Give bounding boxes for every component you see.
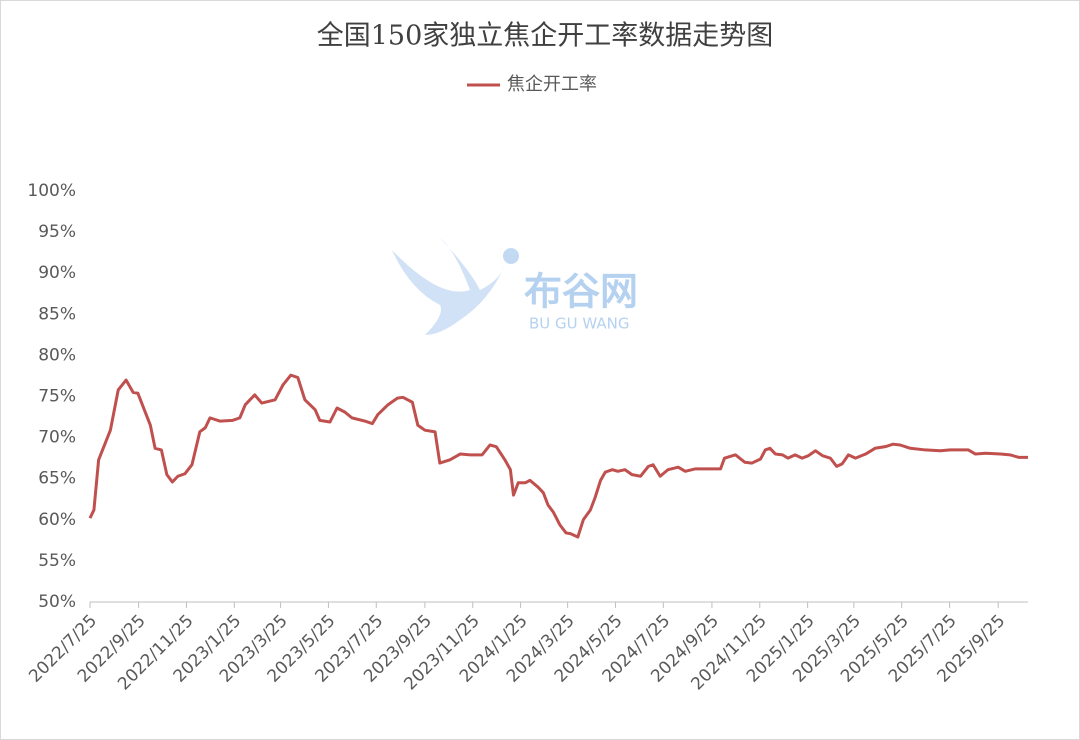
y-tick-label: 55% [38,551,76,571]
y-tick-label: 90% [38,263,76,283]
y-tick-label: 95% [38,222,76,242]
watermark-name: 布谷网 [524,270,638,314]
y-tick-label: 75% [38,387,76,407]
y-tick-label: 65% [38,469,76,489]
y-tick-label: 80% [38,345,76,365]
y-tick-label: 60% [38,510,76,530]
watermark-latin: BU GU WANG [529,315,630,333]
legend-label: 焦企开工率 [507,74,597,95]
y-tick-label: 100% [27,181,76,201]
watermark-flower [503,248,519,264]
y-tick-label: 70% [38,428,76,448]
y-tick-label: 85% [38,304,76,324]
y-tick-label: 50% [38,592,76,612]
chart-title: 全国150家独立焦企开工率数据走势图 [317,21,774,52]
watermark: 布谷网 BU GU WANG [392,238,638,335]
data-line [88,373,1028,539]
watermark-bird [392,238,505,335]
